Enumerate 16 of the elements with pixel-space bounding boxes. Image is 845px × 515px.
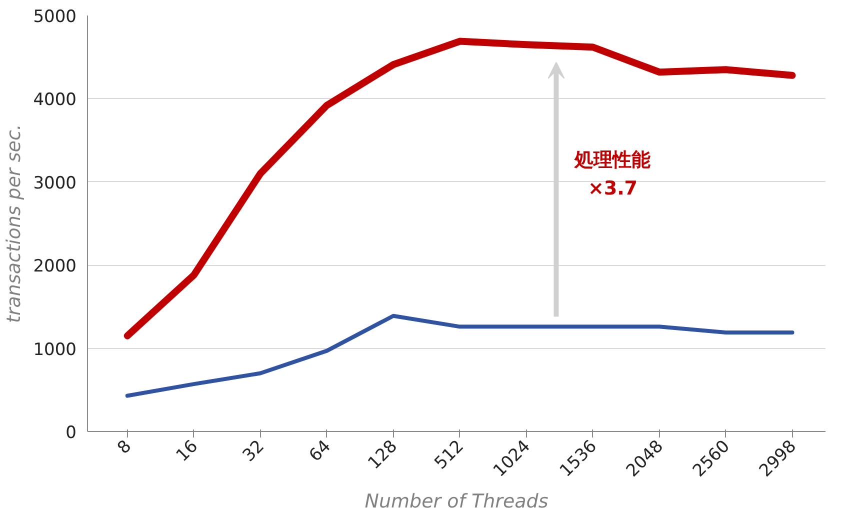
annotation: 処理性能 ×3.7 — [574, 148, 651, 200]
y-tick-label: 5000 — [33, 7, 76, 27]
x-tick-label: 32 — [239, 436, 268, 466]
y-tick-label: 0 — [66, 423, 77, 443]
y-tick-label: 2000 — [33, 256, 76, 277]
y-axis-title: transactions per sec. — [3, 124, 26, 323]
y-tick-label: 4000 — [33, 90, 76, 110]
x-tick-label: 64 — [306, 436, 335, 466]
x-tick-label: 128 — [364, 436, 402, 474]
x-tick-label: 16 — [172, 436, 202, 466]
y-tick-label: 3000 — [33, 173, 76, 194]
y-tick-label: 1000 — [33, 340, 76, 360]
x-tick-label: 8 — [114, 436, 136, 458]
x-axis-title: Number of Threads — [364, 490, 548, 512]
line-series — [125, 314, 794, 398]
x-tick-label: 512 — [430, 436, 468, 474]
